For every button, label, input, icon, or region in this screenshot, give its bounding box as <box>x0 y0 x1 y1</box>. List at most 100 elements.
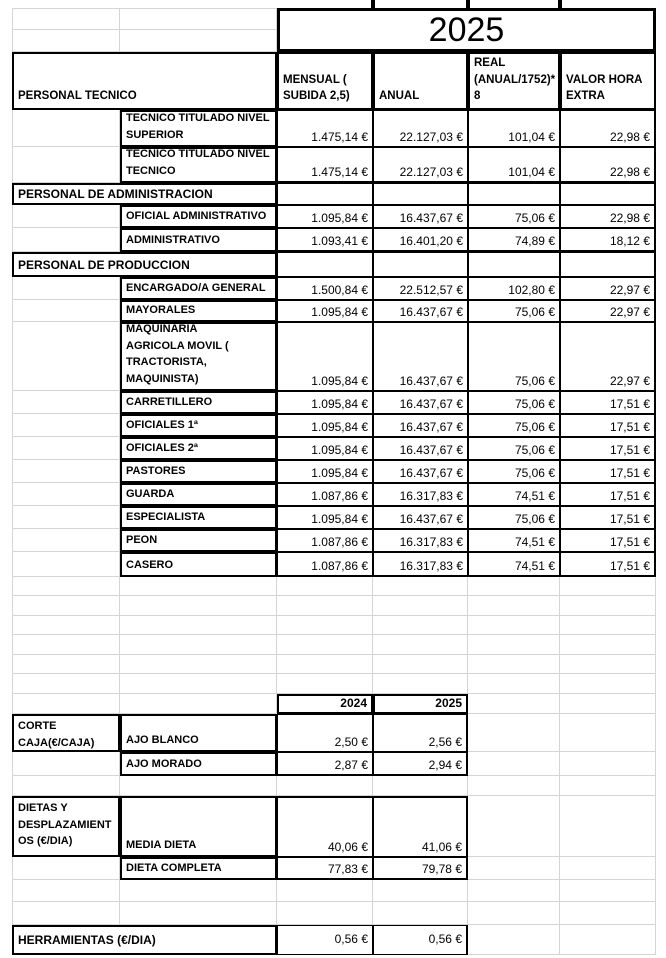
row-label-cell[interactable]: TECNICO TITULADO NIVEL TECNICO <box>120 147 277 183</box>
empty-cell[interactable] <box>12 391 120 414</box>
cell-anual[interactable]: 16.437,67 € <box>373 391 468 414</box>
cell-mensual[interactable]: 1.095,84 € <box>277 205 373 228</box>
empty-cell[interactable] <box>12 205 120 228</box>
empty-cell[interactable] <box>560 776 656 796</box>
cell-hora-extra[interactable]: 22,98 € <box>560 110 656 147</box>
cell-2024[interactable]: 2,87 € <box>277 752 373 776</box>
empty-cell[interactable] <box>12 437 120 460</box>
cell-jornada[interactable]: 75,06 € <box>468 506 560 529</box>
cell-mensual[interactable]: 1.095,84 € <box>277 300 373 322</box>
empty-cell[interactable] <box>277 902 373 925</box>
empty-cell[interactable] <box>468 925 560 955</box>
empty-cell[interactable] <box>12 776 120 796</box>
empty-cell[interactable] <box>120 776 277 796</box>
empty-cell[interactable] <box>120 616 277 635</box>
empty-cell[interactable] <box>468 635 560 655</box>
empty-cell[interactable] <box>277 674 373 694</box>
empty-cell[interactable] <box>277 596 373 616</box>
empty-cell[interactable] <box>12 30 120 52</box>
row-label-cell[interactable]: OFICIALES 1ª <box>120 414 277 437</box>
cell-hora-extra[interactable]: 17,51 € <box>560 506 656 529</box>
cell-hora-extra[interactable]: 17,51 € <box>560 414 656 437</box>
empty-cell[interactable] <box>12 110 120 147</box>
empty-cell[interactable] <box>373 674 468 694</box>
cell-jornada[interactable]: 75,06 € <box>468 460 560 483</box>
dietas-label-cell[interactable]: DIETAS Y DESPLAZAMIENT OS (€/DIA) <box>12 796 120 857</box>
row-label-cell[interactable]: MEDIA DIETA <box>120 796 277 857</box>
empty-cell[interactable] <box>468 616 560 635</box>
empty-cell[interactable] <box>277 776 373 796</box>
cell-mensual[interactable]: 1.475,14 € <box>277 110 373 147</box>
empty-cell[interactable] <box>12 635 120 655</box>
empty-cell[interactable] <box>12 322 120 391</box>
empty-cell[interactable] <box>560 752 656 776</box>
empty-cell[interactable] <box>12 414 120 437</box>
empty-cell[interactable] <box>373 880 468 902</box>
empty-cell[interactable] <box>12 880 120 902</box>
year-title-cell[interactable]: 2025 <box>277 8 656 52</box>
cell-anual[interactable]: 16.437,67 € <box>373 460 468 483</box>
cell-jornada[interactable]: 74,51 € <box>468 529 560 552</box>
cell-anual[interactable]: 16.317,83 € <box>373 483 468 506</box>
empty-cell[interactable] <box>12 596 120 616</box>
empty-cell[interactable] <box>560 857 656 880</box>
row-label-cell[interactable]: AUXILIAR ADMINISTRATIVO <box>120 228 277 252</box>
empty-cell[interactable] <box>468 714 560 752</box>
empty-cell[interactable] <box>120 902 277 925</box>
row-label-cell[interactable]: PASTORES <box>120 460 277 483</box>
cell-2024[interactable]: 40,06 € <box>277 796 373 857</box>
row-label-cell[interactable]: GUARDA <box>120 483 277 506</box>
empty-cell[interactable] <box>560 616 656 635</box>
empty-cell[interactable] <box>560 252 656 277</box>
herramientas-label-cell[interactable]: HERRAMIENTAS (€/DIA) <box>12 925 277 955</box>
corte-caja-label-cell[interactable]: CORTE CAJA(€/CAJA) <box>12 714 120 752</box>
cell-anual[interactable]: 22.127,03 € <box>373 110 468 147</box>
cell-jornada[interactable]: 74,51 € <box>468 552 560 577</box>
cell-hora-extra[interactable]: 17,51 € <box>560 391 656 414</box>
empty-cell[interactable] <box>560 674 656 694</box>
cell-anual[interactable]: 22.127,03 € <box>373 147 468 183</box>
cell-mensual[interactable]: 1.093,41 € <box>277 228 373 252</box>
row-label-cell[interactable]: PEON <box>120 529 277 552</box>
cell-anual[interactable]: 16.437,67 € <box>373 506 468 529</box>
empty-cell[interactable] <box>120 880 277 902</box>
empty-cell[interactable] <box>12 8 120 30</box>
cell-2024[interactable]: 77,83 € <box>277 857 373 880</box>
cell-hora-extra[interactable]: 17,51 € <box>560 483 656 506</box>
empty-cell[interactable] <box>560 902 656 925</box>
empty-cell[interactable] <box>560 714 656 752</box>
row-label-cell[interactable]: OFICIALES 2ª <box>120 437 277 460</box>
empty-cell[interactable] <box>12 147 120 183</box>
row-label-cell[interactable]: CARRETILLERO <box>120 391 277 414</box>
empty-cell[interactable] <box>120 596 277 616</box>
cell-hora-extra[interactable]: 17,51 € <box>560 529 656 552</box>
empty-cell[interactable] <box>120 674 277 694</box>
empty-cell[interactable] <box>468 776 560 796</box>
cell-jornada[interactable]: 75,06 € <box>468 205 560 228</box>
empty-cell[interactable] <box>560 183 656 205</box>
empty-cell[interactable] <box>560 577 656 596</box>
empty-cell[interactable] <box>12 228 120 252</box>
cell-hora-extra[interactable]: 18,12 € <box>560 228 656 252</box>
header-year-2024[interactable]: 2024 <box>277 694 373 714</box>
empty-cell[interactable] <box>468 252 560 277</box>
cell-hora-extra[interactable]: 22,97 € <box>560 277 656 300</box>
row-label-cell[interactable]: TECNICO TITULADO NIVEL SUPERIOR <box>120 110 277 147</box>
cell-jornada[interactable]: 74,89 € <box>468 228 560 252</box>
cell-anual[interactable]: 16.317,83 € <box>373 529 468 552</box>
empty-cell[interactable] <box>277 183 373 205</box>
row-label-cell[interactable]: OFICIAL ADMINISTRATIVO <box>120 205 277 228</box>
cell-2024[interactable]: 0,56 € <box>277 925 373 955</box>
row-label-cell[interactable]: OPERADOR DE MAQUINARIA AGRICOLA MOVIL ( … <box>120 322 277 391</box>
empty-cell[interactable] <box>560 796 656 857</box>
empty-cell[interactable] <box>560 880 656 902</box>
cell-jornada[interactable]: 74,51 € <box>468 483 560 506</box>
empty-cell[interactable] <box>277 252 373 277</box>
empty-cell[interactable] <box>120 635 277 655</box>
cell-hora-extra[interactable]: 22,97 € <box>560 322 656 391</box>
empty-cell[interactable] <box>12 552 120 577</box>
header-anual[interactable]: ANUAL <box>373 52 468 110</box>
cell-mensual[interactable]: 1.095,84 € <box>277 414 373 437</box>
cell-mensual[interactable]: 1.500,84 € <box>277 277 373 300</box>
empty-cell[interactable] <box>12 506 120 529</box>
